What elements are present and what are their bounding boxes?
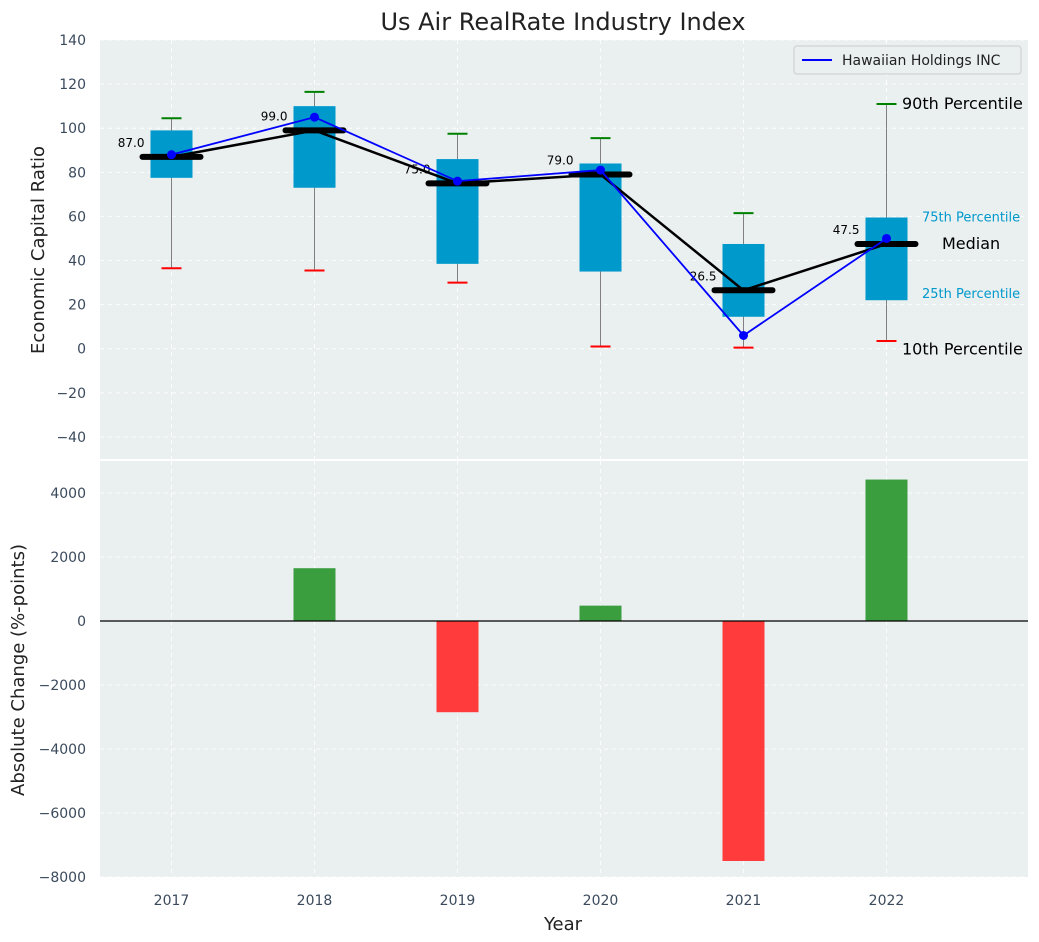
x-tick-label: 2019 bbox=[440, 893, 476, 909]
bottom-y-tick-label: −6000 bbox=[39, 806, 86, 822]
change-bars bbox=[100, 479, 1028, 861]
median-value-label: 79.0 bbox=[547, 154, 574, 168]
top-y-tick-label: 120 bbox=[59, 77, 86, 93]
interquartile-box bbox=[579, 163, 622, 272]
x-tick-label: 2020 bbox=[583, 893, 619, 909]
chart-title: Us Air RealRate Industry Index bbox=[380, 8, 745, 36]
annotation-90th-percentile: 90th Percentile bbox=[902, 94, 1023, 113]
top-y-tick-label: 40 bbox=[68, 254, 86, 270]
legend-entry-label: Hawaiian Holdings INC bbox=[842, 53, 1001, 69]
x-tick-label: 2022 bbox=[869, 893, 905, 909]
percentile-annotations: 90th Percentile 75th Percentile Median 25th… bbox=[902, 94, 1023, 359]
legend: Hawaiian Holdings INC bbox=[793, 45, 1022, 75]
x-tick-label: 2017 bbox=[154, 893, 190, 909]
legend-box bbox=[793, 45, 1022, 75]
series-point bbox=[310, 112, 319, 122]
top-y-tick-label: 100 bbox=[59, 121, 86, 137]
median-value-label: 99.0 bbox=[261, 109, 288, 123]
top-y-tick-label: 20 bbox=[68, 298, 86, 314]
series-point bbox=[453, 176, 462, 186]
box-group-2018: 99.0 bbox=[261, 90, 347, 272]
bottom-y-tick-label: 2000 bbox=[50, 550, 86, 566]
top-y-tick-label: 0 bbox=[77, 342, 86, 358]
box-group-2022: 47.5 bbox=[833, 102, 919, 343]
top-y-tick-label: 60 bbox=[68, 209, 86, 225]
interquartile-box bbox=[722, 243, 765, 317]
interquartile-box bbox=[865, 217, 908, 301]
bottom-y-ticks: −8000 −6000 −4000 −2000 0 2000 4000 bbox=[39, 486, 86, 886]
x-tick-label: 2021 bbox=[726, 893, 762, 909]
bottom-y-tick-label: −8000 bbox=[39, 870, 86, 886]
company-series bbox=[167, 112, 891, 341]
top-y-tick-label: −20 bbox=[56, 386, 86, 402]
series-line bbox=[171, 116, 888, 337]
series-point bbox=[739, 331, 748, 341]
median-value-label: 87.0 bbox=[118, 136, 145, 150]
x-tick-label: 2018 bbox=[297, 893, 333, 909]
top-y-axis-label: Economic Capital Ratio bbox=[28, 146, 49, 354]
bottom-y-tick-label: −4000 bbox=[39, 742, 86, 758]
box-plots: 87.099.075.079.026.547.5 bbox=[118, 90, 919, 349]
interquartile-box bbox=[436, 159, 479, 264]
change-bar-2022 bbox=[865, 479, 908, 621]
top-y-ticks: −40 −20 0 20 40 60 80 100 120 140 bbox=[56, 33, 86, 446]
bottom-y-axis-label: Absolute Change (%-points) bbox=[8, 544, 29, 796]
bottom-y-tick-label: 4000 bbox=[50, 486, 86, 502]
series-point bbox=[882, 233, 891, 243]
median-value-label: 47.5 bbox=[833, 223, 860, 237]
median-value-label: 26.5 bbox=[690, 269, 717, 283]
change-bar-2020 bbox=[579, 605, 622, 621]
x-ticks: 2017 2018 2019 2020 2021 2022 bbox=[154, 893, 905, 909]
change-bar-2021 bbox=[722, 621, 765, 861]
top-y-tick-label: −40 bbox=[56, 430, 86, 446]
series-point bbox=[596, 165, 605, 175]
annotation-75th-percentile: 75th Percentile bbox=[922, 211, 1020, 226]
annotation-10th-percentile: 10th Percentile bbox=[902, 340, 1023, 359]
bottom-y-tick-label: 0 bbox=[77, 614, 86, 630]
top-y-tick-label: 80 bbox=[68, 165, 86, 181]
x-axis-label: Year bbox=[543, 914, 583, 935]
series-point bbox=[167, 150, 176, 160]
median-line-path bbox=[171, 129, 887, 292]
bottom-y-tick-label: −2000 bbox=[39, 678, 86, 694]
bottom-gridlines bbox=[100, 461, 1028, 878]
change-bar-2019 bbox=[436, 621, 479, 713]
change-bar-2018 bbox=[293, 568, 336, 621]
top-y-tick-label: 140 bbox=[59, 33, 86, 49]
median-trend-line bbox=[171, 129, 887, 292]
annotation-25th-percentile: 25th Percentile bbox=[922, 287, 1020, 302]
annotation-median: Median bbox=[942, 234, 1000, 253]
